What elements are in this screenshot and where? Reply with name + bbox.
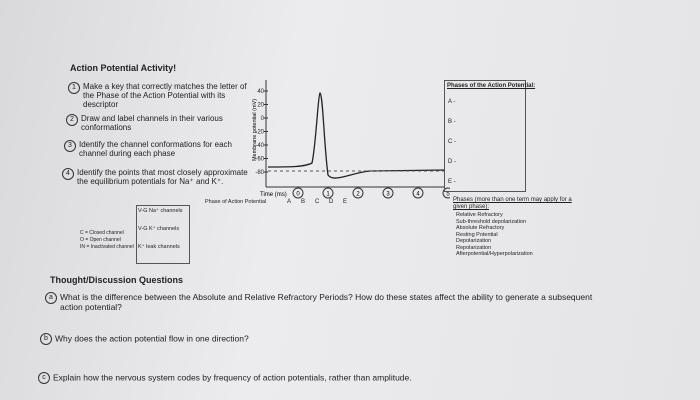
term: Depolarization <box>456 238 492 244</box>
question-letter: b <box>40 333 52 345</box>
question-text: Explain how the nervous system codes by … <box>53 372 412 383</box>
legend: C = Closed channel O = Open channel IN = I… <box>80 230 134 251</box>
time-mark: 3 <box>386 192 390 198</box>
phase-letter: D <box>329 199 334 205</box>
step-text: Make a key that correctly matches the le… <box>83 82 247 109</box>
time-circle <box>442 187 450 199</box>
term: Absolute Refractory <box>456 225 505 231</box>
phase-row-label: Phase of Action Potential <box>205 199 267 205</box>
channel: K⁺ leak channels <box>138 244 180 250</box>
step-text: Draw and label channels in their various… <box>81 114 223 132</box>
action-potential-curve <box>267 92 446 179</box>
term: Sub-threshold depolarization <box>456 218 527 225</box>
question-letter: a <box>45 292 57 304</box>
phase-letter: A <box>287 199 292 205</box>
phase-letter: C <box>315 199 320 205</box>
legend-item: IN = Inactivated channel <box>80 244 134 250</box>
y-tick-label: -20 <box>255 130 264 136</box>
step-text: Identify the channel conformations for e… <box>79 140 232 158</box>
time-circle <box>412 187 424 199</box>
phase-item: B - <box>448 119 456 125</box>
y-tick-label: 20 <box>257 103 264 109</box>
terms-list: Relative Refractory Sub-threshold depolar… <box>456 212 533 258</box>
phase-item: E - <box>448 179 456 185</box>
phase-item: A - <box>448 99 456 105</box>
question: c Explain how the nervous system codes by… <box>38 372 412 384</box>
step: 4 Identify the points that most closely a… <box>62 168 252 186</box>
step-number: 4 <box>62 168 74 180</box>
section-title: Thought/Discussion Questions <box>50 275 184 285</box>
phase-letter: B <box>301 199 306 205</box>
step: 1 Make a key that correctly matches the l… <box>68 82 253 109</box>
step: 2 Draw and label channels in their variou… <box>66 114 251 132</box>
y-axis-label: Membrane potential (mV) <box>252 99 258 161</box>
y-tick-label: 40 <box>257 89 264 95</box>
step-number: 1 <box>68 82 80 94</box>
question-letter: c <box>38 372 50 384</box>
y-tick-label: 0 <box>261 116 265 122</box>
phase-letter: E <box>343 199 348 205</box>
step-text: Identify the points that most closely ap… <box>77 168 248 186</box>
y-tick-label: -40 <box>255 143 264 149</box>
time-mark: 2 <box>356 192 360 198</box>
step-number: 3 <box>64 140 76 152</box>
term: Afterpotential/Hyperpolarization <box>456 251 533 257</box>
question-text: What is the difference between the Absol… <box>60 292 593 312</box>
time-mark: 1 <box>326 192 330 198</box>
phases-box <box>444 80 526 192</box>
phases-box-title: Phases of the Action Potential: <box>447 83 536 89</box>
time-circle <box>292 187 304 199</box>
time-mark: 5 <box>446 192 450 198</box>
time-circle <box>352 187 364 199</box>
question-text: Why does the action potential flow in on… <box>55 333 249 344</box>
title: Action Potential Activity! <box>70 63 177 73</box>
term: Relative Refractory <box>456 212 503 218</box>
y-tick-label: -80 <box>255 170 264 176</box>
legend-item: O = Open channel <box>80 237 121 243</box>
x-axis-label: Time (ms) <box>260 192 287 198</box>
term: Resting Potential <box>456 231 498 238</box>
step: 3 Identify the channel conformations for … <box>64 140 254 158</box>
time-circle <box>322 187 334 199</box>
legend-item: C = Closed channel <box>80 230 124 236</box>
time-circle <box>382 187 394 199</box>
step-number: 2 <box>66 114 78 126</box>
channel-table <box>136 205 190 264</box>
question: b Why does the action potential flow in o… <box>40 333 249 345</box>
phase-item: C - <box>448 139 456 145</box>
y-tick-label: -60 <box>255 157 264 163</box>
time-mark: 4 <box>416 192 420 198</box>
question: a What is the difference between the Abso… <box>45 292 600 312</box>
channel: V-G K⁺ channels <box>138 226 180 232</box>
time-mark: 0 <box>296 192 300 198</box>
term: Repolarization <box>456 244 492 251</box>
channel: V-G Na⁺ channels <box>138 208 183 214</box>
terms-title: Phases (more than one term may apply for… <box>453 197 572 210</box>
phase-item: D - <box>448 159 456 165</box>
